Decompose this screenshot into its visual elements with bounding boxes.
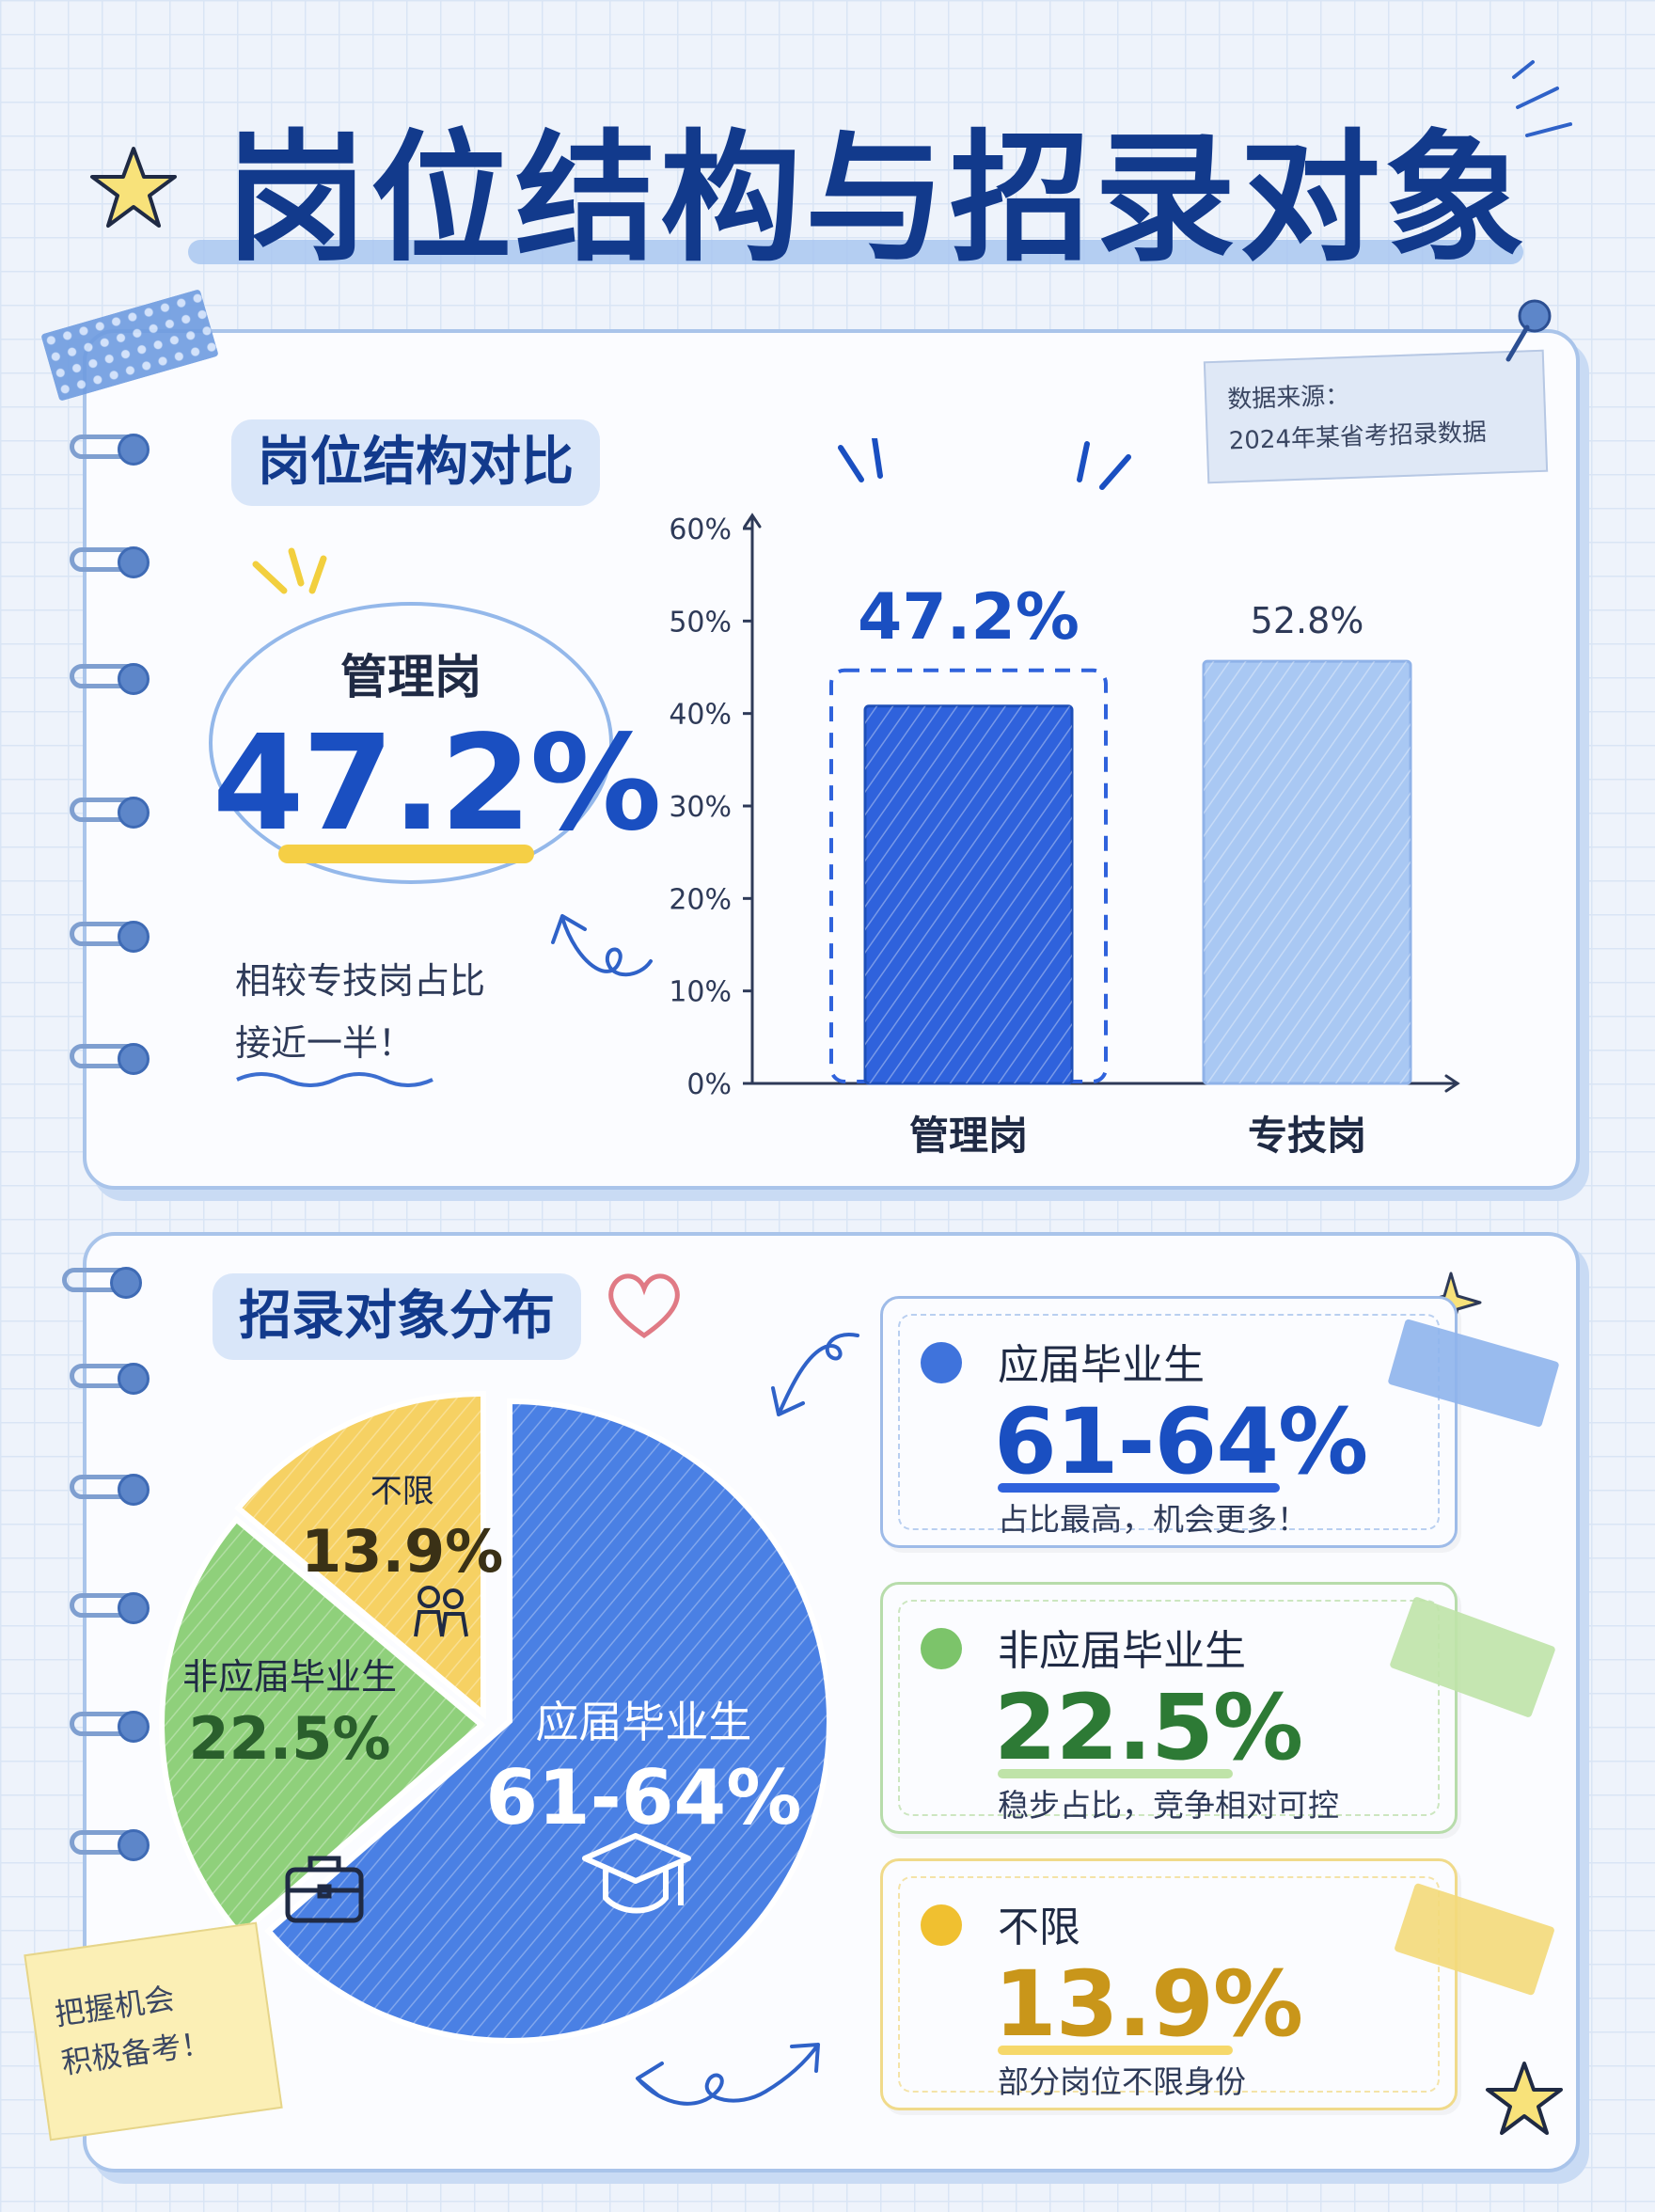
card-dashed-border bbox=[898, 1314, 1440, 1530]
title-underline bbox=[188, 240, 1523, 264]
legend-card-graduates: 应届毕业生 61-64% 占比最高，机会更多！ bbox=[880, 1296, 1458, 1548]
spiral-ring bbox=[70, 1711, 150, 1743]
card-dashed-border bbox=[898, 1876, 1440, 2093]
management-callout-bubble: 管理岗 47.2% bbox=[209, 602, 662, 884]
pie-slice-value: 13.9% bbox=[301, 1517, 503, 1586]
y-tick-label: 0% bbox=[686, 1068, 732, 1101]
briefcase-icon bbox=[285, 1856, 364, 1923]
y-axis-arrow bbox=[743, 513, 762, 529]
bar-texture bbox=[1204, 661, 1411, 1083]
legend-desc: 稳步占比，竞争相对可控 bbox=[998, 1787, 1339, 1824]
note-line-1: 相较专技岗占比 bbox=[235, 960, 486, 1002]
bar-value-label: 52.8% bbox=[1251, 600, 1364, 641]
legend-name: 不限 bbox=[998, 1904, 1080, 1951]
curly-arrow-icon bbox=[771, 1333, 859, 1416]
emphasis-lines-icon bbox=[252, 547, 327, 594]
legend-underline bbox=[998, 1483, 1280, 1493]
y-tick-label: 10% bbox=[669, 976, 732, 1009]
pie-labels: 应届毕业生 61-64% 非应届毕业生 22.5% 不限 13.9% bbox=[182, 1473, 801, 1841]
spiral-ring bbox=[70, 1829, 150, 1861]
pie-slice-texture bbox=[162, 1519, 481, 1936]
pie-slice-texture bbox=[238, 1394, 483, 1714]
spiral-ring bbox=[62, 1267, 142, 1299]
bar-value-label: 47.2% bbox=[858, 580, 1080, 655]
section-header-job-structure: 岗位结构对比 bbox=[231, 419, 600, 506]
bar-labels: 47.2% 管理岗 52.8% 专技岗 bbox=[858, 580, 1366, 1159]
spiral-ring bbox=[70, 1474, 150, 1506]
legend-value: 61-64% bbox=[994, 1389, 1368, 1494]
recruitment-pie-chart: 应届毕业生 61-64% 非应届毕业生 22.5% 不限 13.9% bbox=[159, 1390, 828, 2044]
spiral-ring bbox=[70, 797, 150, 829]
legend-dot bbox=[921, 1628, 962, 1669]
emphasis-lines-icon bbox=[838, 438, 883, 482]
emphasis-lines-icon bbox=[1077, 441, 1131, 490]
job-structure-bar-chart: 0% 10% 20% 30% 40% 50% 60% 47.2% 管理岗 52.8% 专技岗 bbox=[669, 513, 1460, 1159]
curly-arrow-icon bbox=[636, 2043, 820, 2106]
pie-slice-value: 61-64% bbox=[485, 1754, 801, 1841]
card-dashed-border bbox=[898, 1600, 1440, 1816]
spiral-ring bbox=[70, 434, 150, 466]
curly-arrow-icon bbox=[551, 914, 653, 977]
y-ticks: 0% 10% 20% 30% 40% 50% 60% bbox=[669, 514, 752, 1101]
callout-value: 47.2% bbox=[213, 707, 662, 861]
legend-underline bbox=[998, 2046, 1233, 2055]
pushpin-icon bbox=[1505, 299, 1552, 362]
highlight-underline bbox=[278, 845, 534, 863]
spiral-ring bbox=[70, 1592, 150, 1624]
callout-label: 管理岗 bbox=[340, 650, 481, 704]
pie-slices bbox=[159, 1390, 828, 2044]
comparison-note: 相较专技岗占比 接近一半！ bbox=[235, 950, 485, 1074]
pie-slice-label: 应届毕业生 bbox=[535, 1697, 751, 1747]
y-tick-label: 60% bbox=[669, 514, 732, 546]
pie-slice-label: 非应届毕业生 bbox=[182, 1656, 397, 1698]
legend-value: 22.5% bbox=[994, 1675, 1303, 1780]
pie-slice-value: 22.5% bbox=[188, 1704, 390, 1773]
y-tick-label: 40% bbox=[669, 699, 732, 732]
legend-name: 应届毕业生 bbox=[998, 1341, 1205, 1389]
heart-icon bbox=[608, 1273, 680, 1339]
spiral-ring bbox=[70, 1043, 150, 1075]
star-icon bbox=[1486, 2062, 1563, 2135]
section-header-recruitment: 招录对象分布 bbox=[213, 1273, 581, 1360]
spiral-ring bbox=[70, 546, 150, 578]
legend-name: 非应届毕业生 bbox=[998, 1627, 1246, 1675]
legend-desc: 占比最高，机会更多！ bbox=[998, 1501, 1308, 1538]
x-axis-arrow bbox=[1444, 1074, 1460, 1093]
pie-slice-texture bbox=[268, 1401, 828, 2041]
legend-card-non-graduates: 非应届毕业生 22.5% 稳步占比，竞争相对可控 bbox=[880, 1582, 1458, 1834]
sticky-note: 把握机会 积极备考！ bbox=[24, 1921, 283, 2141]
y-tick-label: 30% bbox=[669, 791, 732, 824]
y-tick-label: 50% bbox=[669, 606, 732, 639]
spiral-ring bbox=[70, 663, 150, 695]
legend-desc: 部分岗位不限身份 bbox=[998, 2063, 1246, 2100]
legend-dot bbox=[921, 1342, 962, 1383]
graduation-cap-icon bbox=[582, 1833, 691, 1914]
spiral-ring bbox=[70, 921, 150, 953]
legend-dot bbox=[921, 1904, 962, 1946]
star-icon bbox=[90, 147, 177, 228]
legend-value: 13.9% bbox=[994, 1951, 1303, 2057]
note-line-2: 接近一半！ bbox=[235, 1022, 415, 1064]
wavy-underline bbox=[236, 1072, 433, 1087]
x-tick-label: 专技岗 bbox=[1248, 1113, 1366, 1159]
bar-texture bbox=[865, 705, 1072, 1083]
legend-card-unlimited: 不限 13.9% 部分岗位不限身份 bbox=[880, 1858, 1458, 2110]
x-tick-label: 管理岗 bbox=[909, 1113, 1028, 1159]
legend-underline bbox=[998, 1769, 1233, 1778]
bars bbox=[829, 659, 1412, 1085]
pie-slice-label: 不限 bbox=[370, 1473, 434, 1510]
people-icon bbox=[414, 1586, 468, 1637]
title-area: 岗位结构与招录对象 bbox=[0, 66, 1655, 281]
page-title: 岗位结构与招录对象 bbox=[226, 118, 1530, 281]
y-tick-label: 20% bbox=[669, 883, 732, 916]
sparkle-lines-icon bbox=[1512, 60, 1572, 137]
spiral-ring bbox=[70, 1363, 150, 1395]
